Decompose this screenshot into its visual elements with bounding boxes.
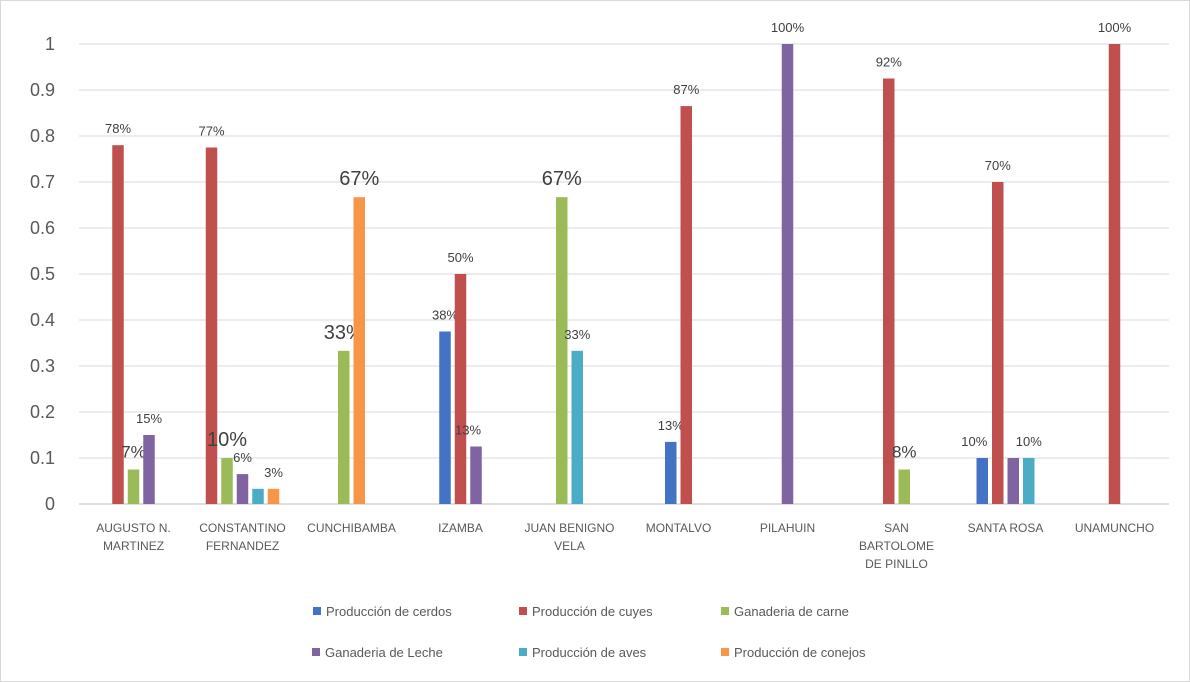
data-label: 67%: [542, 168, 582, 190]
bar: [1007, 458, 1019, 504]
bar: [112, 145, 124, 504]
y-tick-label: 0.1: [30, 448, 55, 468]
data-label: 15%: [136, 411, 162, 426]
data-label: 70%: [985, 158, 1011, 173]
bar: [252, 488, 264, 504]
y-tick-label: 0.2: [30, 402, 55, 422]
data-label: 38%: [432, 308, 458, 323]
data-label: 67%: [339, 168, 379, 190]
data-label: 77%: [198, 124, 224, 139]
x-tick-label: JUAN BENIGNO: [524, 521, 614, 535]
bar: [353, 197, 365, 504]
legend-swatch: [721, 607, 729, 615]
x-tick-label: AUGUSTO N.: [96, 521, 170, 535]
bar: [236, 474, 249, 504]
legend-swatch: [519, 607, 527, 615]
y-tick-label: 1: [45, 34, 55, 54]
bar: [665, 441, 677, 504]
bar: [205, 147, 218, 504]
legend-label: Ganaderia de Leche: [325, 645, 443, 660]
bar: [221, 458, 233, 504]
bar: [143, 435, 155, 504]
x-tick-label: VELA: [554, 539, 585, 553]
data-label: 50%: [447, 250, 473, 265]
legend-label: Producción de aves: [532, 645, 647, 660]
bar: [992, 182, 1004, 504]
data-label: 78%: [105, 121, 131, 136]
x-tick-label: MARTINEZ: [103, 539, 164, 553]
data-label: 10%: [1016, 434, 1042, 449]
bar: [470, 446, 482, 504]
legend-label: Producción de cuyes: [532, 604, 653, 619]
data-label: 8%: [892, 443, 917, 462]
legend-swatch: [519, 648, 527, 656]
data-label: 87%: [673, 82, 699, 97]
bar: [883, 78, 895, 504]
x-tick-label: SANTA ROSA: [968, 521, 1044, 535]
bar: [571, 350, 583, 504]
legend-swatch: [721, 648, 729, 656]
y-tick-label: 0.5: [30, 264, 55, 284]
data-label: 10%: [961, 434, 987, 449]
bar: [556, 197, 568, 504]
data-label: 92%: [876, 55, 902, 70]
x-tick-label: UNAMUNCHO: [1075, 521, 1154, 535]
x-tick-label: FERNANDEZ: [206, 539, 279, 553]
bar: [1023, 458, 1035, 504]
y-tick-label: 0.3: [30, 356, 55, 376]
bar: [898, 469, 910, 504]
data-label: 6%: [233, 450, 252, 465]
data-label: 33%: [564, 327, 590, 342]
legend-swatch: [312, 648, 320, 656]
bar: [338, 350, 350, 504]
legend-label: Ganaderia de carne: [734, 604, 849, 619]
x-tick-label: CUNCHIBAMBA: [307, 521, 396, 535]
data-label: 10%: [207, 429, 247, 451]
legend-swatch: [313, 607, 321, 615]
legend-label: Producción de cerdos: [326, 604, 452, 619]
x-tick-label: SAN: [884, 521, 909, 535]
x-tick-label: BARTOLOME: [859, 539, 934, 553]
data-label: 100%: [771, 20, 805, 35]
x-tick-label: IZAMBA: [438, 521, 483, 535]
x-tick-label: PILAHUIN: [760, 521, 815, 535]
x-tick-label: MONTALVO: [646, 521, 712, 535]
y-tick-label: 0: [45, 494, 55, 514]
bar: [1108, 44, 1121, 504]
bar: [439, 331, 451, 504]
y-tick-label: 0.8: [30, 126, 55, 146]
bar: [680, 106, 692, 504]
bar: [976, 458, 988, 504]
x-tick-label: DE PINLLO: [865, 557, 928, 571]
bar: [127, 469, 140, 504]
y-tick-label: 0.9: [30, 80, 55, 100]
y-tick-label: 0.6: [30, 218, 55, 238]
bar: [267, 488, 280, 504]
bar: [454, 274, 467, 504]
bar: [781, 44, 794, 504]
data-label: 3%: [264, 465, 283, 480]
y-tick-label: 0.7: [30, 172, 55, 192]
data-label: 13%: [658, 418, 684, 433]
x-tick-label: CONSTANTINO: [199, 521, 285, 535]
legend-label: Producción de conejos: [734, 645, 866, 660]
data-label: 13%: [455, 423, 481, 438]
data-label: 7%: [121, 443, 146, 462]
y-tick-label: 0.4: [30, 310, 55, 330]
data-label: 100%: [1098, 20, 1132, 35]
